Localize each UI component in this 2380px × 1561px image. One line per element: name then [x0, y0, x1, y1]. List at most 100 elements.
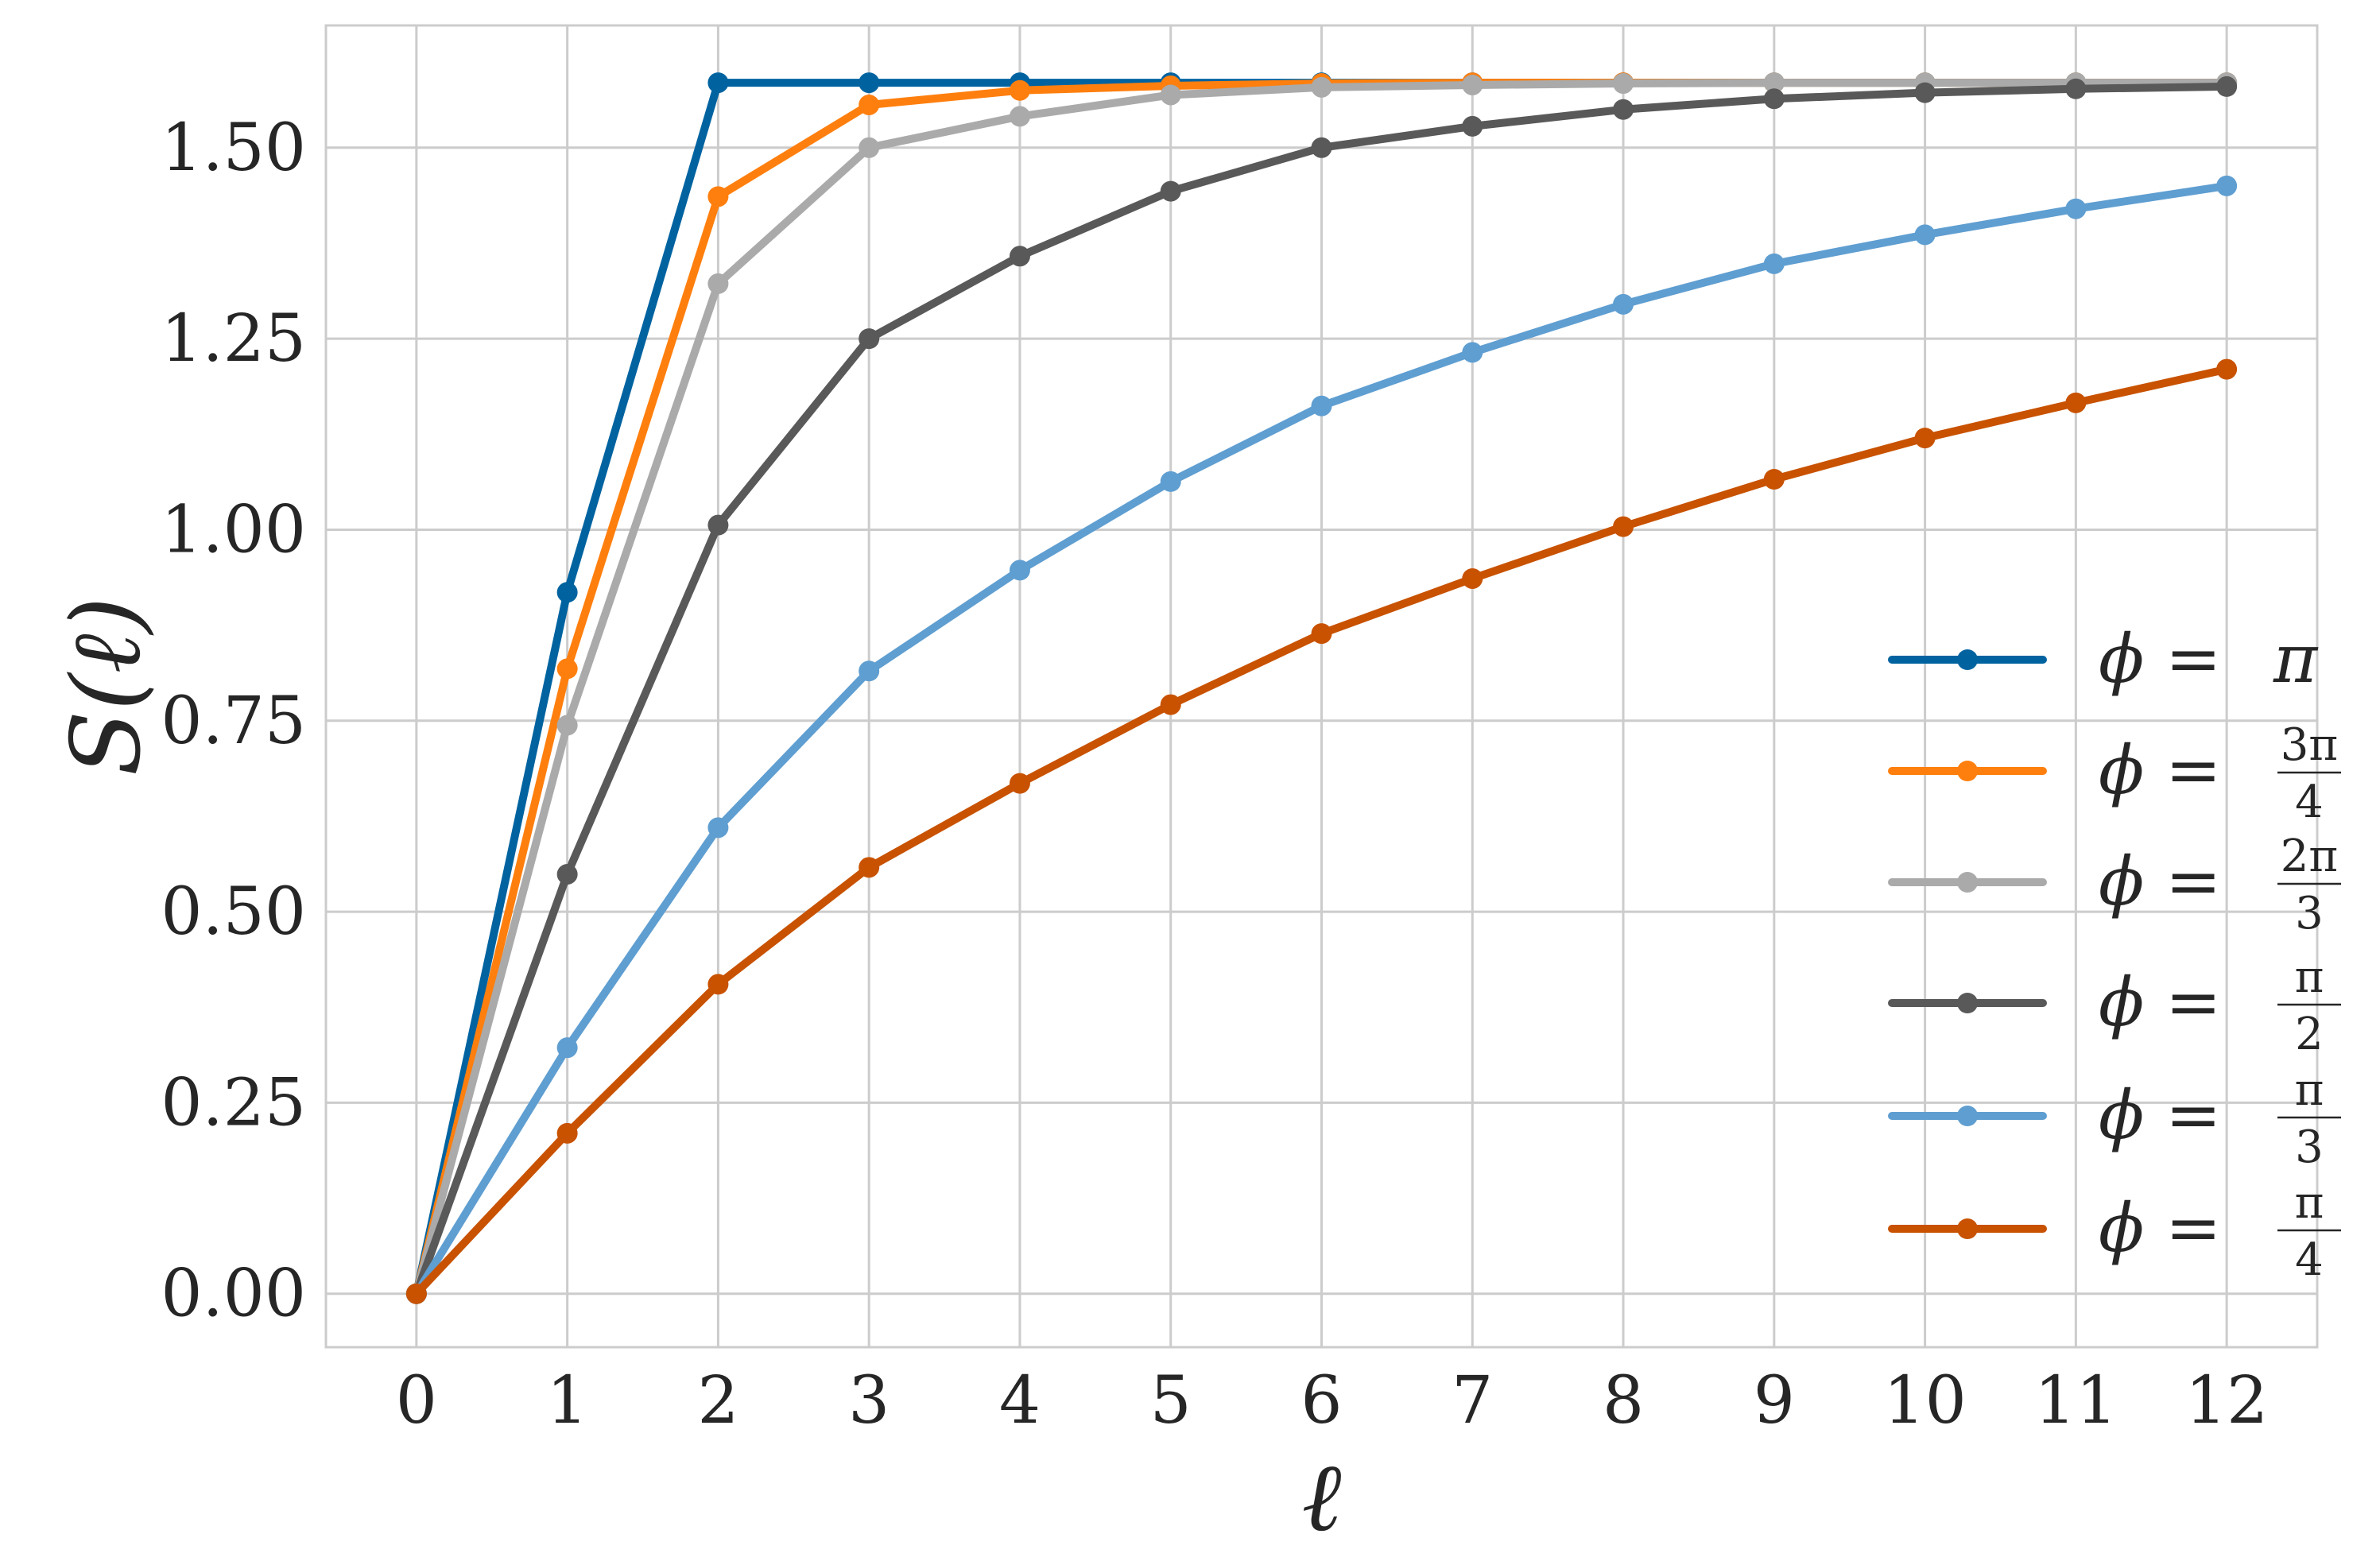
x-tick-label: 12 [2185, 1363, 2268, 1439]
data-point [1462, 342, 1483, 363]
legend-item: ϕ = 3π 4 [1888, 719, 2341, 828]
data-point [1613, 73, 1634, 95]
x-tick-label: 6 [1300, 1363, 1342, 1439]
data-point [1763, 468, 1785, 490]
data-point [556, 1037, 578, 1059]
y-axis-label: S(ℓ) [52, 597, 162, 777]
data-point [1311, 395, 1332, 416]
x-tick-label: 4 [999, 1363, 1041, 1439]
legend-value: π [2273, 620, 2319, 698]
legend-item: ϕ = π 2 [1888, 951, 2341, 1060]
plot-frame [324, 24, 2319, 1349]
grid [326, 25, 2317, 1347]
data-point [1763, 88, 1785, 110]
series-group [405, 358, 2238, 1304]
legend-item: ϕ = π4 [1888, 1177, 2341, 1286]
legend-label: ϕ = [2099, 963, 2221, 1041]
legend-numerator: π [2295, 1177, 2324, 1229]
data-point [1613, 516, 1634, 537]
legend-denominator: 2 [2295, 1009, 2324, 1060]
data-point [2216, 175, 2238, 196]
y-tick-label: 1.25 [161, 301, 306, 377]
legend-denominator: 4 [2295, 777, 2324, 828]
x-tick-label: 10 [1883, 1363, 1966, 1439]
series-group [405, 175, 2238, 1304]
legend-marker [1957, 993, 1978, 1013]
y-tick-label: 1.50 [161, 110, 306, 186]
data-point [859, 328, 880, 350]
data-point [1009, 560, 1030, 581]
legend-numerator: 3π [2281, 719, 2338, 771]
data-point [707, 817, 729, 839]
legend-marker [1957, 649, 1978, 670]
data-point [1914, 224, 1936, 246]
data-point [556, 863, 578, 885]
legend-item: ϕ = π3 [1888, 1064, 2341, 1173]
data-point [2065, 78, 2087, 99]
legend-numerator: 2π [2281, 831, 2338, 882]
y-tick-label: 0.00 [161, 1257, 306, 1332]
data-point [707, 72, 729, 94]
legend-label: ϕ = [2099, 1189, 2221, 1267]
data-point [2216, 358, 2238, 380]
y-tick-label: 1.00 [161, 492, 306, 567]
data-point [2065, 198, 2087, 219]
data-point [556, 582, 578, 603]
legend-label: ϕ = [2099, 620, 2221, 698]
data-point [1914, 82, 1936, 103]
legend-marker [1957, 1106, 1978, 1126]
data-point [1462, 74, 1483, 95]
data-point [859, 94, 880, 115]
data-point [1311, 623, 1332, 645]
x-tick-label: 11 [2034, 1363, 2117, 1439]
data-point [2065, 392, 2087, 413]
data-point [859, 660, 880, 682]
data-point [556, 1122, 578, 1144]
x-tick-label: 7 [1452, 1363, 1493, 1439]
data-point [1160, 694, 1181, 715]
x-tick-label: 3 [848, 1363, 890, 1439]
data-point [1311, 137, 1332, 158]
legend-label: ϕ = [2099, 842, 2221, 920]
data-point [556, 715, 578, 736]
legend-label: ϕ = [2099, 1076, 2221, 1154]
data-point [1462, 115, 1483, 137]
data-point [1613, 293, 1634, 315]
data-point [1613, 99, 1634, 120]
legend-item: ϕ = 2π 3 [1888, 831, 2341, 939]
data-point [1311, 76, 1332, 98]
x-tick-label: 5 [1150, 1363, 1192, 1439]
data-point [1763, 253, 1785, 274]
y-tick-label: 0.25 [161, 1065, 306, 1141]
data-point [859, 857, 880, 878]
series-layer [405, 72, 2238, 1304]
legend-item: ϕ = π [1888, 620, 2319, 698]
data-point [556, 658, 578, 680]
x-tick-label: 2 [697, 1363, 738, 1439]
data-point [1009, 79, 1030, 101]
legend-numerator: π [2295, 951, 2324, 1003]
data-point [405, 1283, 427, 1304]
tick-labels: 0 1 2 3 4 5 6 7 8 9 10 11 120.000.250.500.751.001.25… [161, 110, 2268, 1439]
legend-marker [1957, 761, 1978, 781]
legend-numerator: π [2295, 1064, 2324, 1116]
y-tick-label: 0.75 [161, 684, 306, 759]
x-tick-label: 8 [1603, 1363, 1644, 1439]
x-tick-label: 9 [1754, 1363, 1795, 1439]
legend-denominator: 3 [2295, 888, 2324, 939]
legend-marker [1957, 1218, 1978, 1239]
data-point [1763, 72, 1785, 94]
data-point [2216, 76, 2238, 97]
data-point [707, 974, 729, 995]
data-point [707, 273, 729, 294]
data-point [859, 137, 880, 158]
data-point [1914, 428, 1936, 449]
legend-label: ϕ = [2099, 731, 2221, 809]
data-point [707, 186, 729, 207]
data-point [1160, 84, 1181, 106]
data-point [1462, 567, 1483, 589]
legend-marker [1957, 872, 1978, 893]
